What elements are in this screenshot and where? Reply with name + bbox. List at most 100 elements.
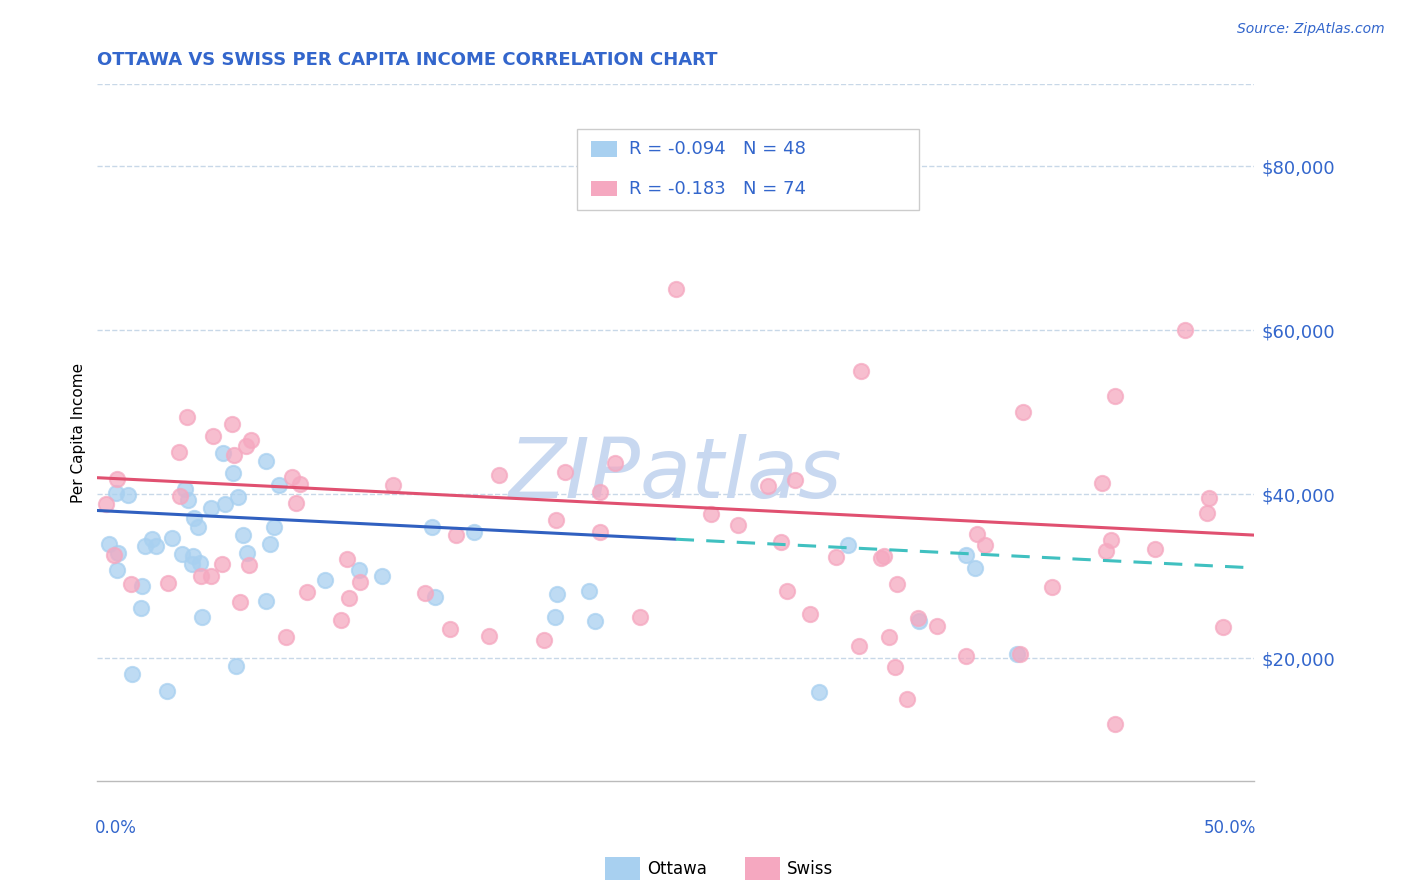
Point bbox=[444, 528, 467, 542]
Point bbox=[886, 576, 908, 591]
Point bbox=[955, 649, 977, 664]
Point bbox=[583, 615, 606, 629]
Point bbox=[236, 546, 259, 560]
Point bbox=[239, 434, 262, 448]
Point bbox=[94, 497, 117, 511]
Point bbox=[883, 659, 905, 673]
Text: 0.0%: 0.0% bbox=[96, 820, 136, 838]
Point bbox=[201, 429, 224, 443]
Text: R = -0.183   N = 74: R = -0.183 N = 74 bbox=[630, 179, 807, 198]
Point bbox=[1005, 647, 1028, 661]
Point bbox=[925, 619, 948, 633]
Text: R = -0.094   N = 48: R = -0.094 N = 48 bbox=[630, 140, 806, 158]
Point bbox=[544, 610, 567, 624]
Point bbox=[589, 524, 612, 539]
Point bbox=[263, 520, 285, 534]
Point bbox=[105, 486, 128, 500]
Point bbox=[727, 517, 749, 532]
Point bbox=[337, 591, 360, 606]
Point bbox=[1011, 405, 1033, 419]
Point bbox=[107, 546, 129, 560]
Point bbox=[907, 614, 929, 628]
Point bbox=[974, 538, 997, 552]
Point bbox=[160, 531, 183, 545]
Point bbox=[1091, 475, 1114, 490]
Point bbox=[183, 511, 205, 525]
Point bbox=[776, 583, 799, 598]
FancyBboxPatch shape bbox=[578, 129, 918, 210]
Point bbox=[131, 579, 153, 593]
Point bbox=[554, 465, 576, 479]
Point bbox=[425, 591, 447, 605]
Point bbox=[190, 568, 212, 582]
Point bbox=[382, 478, 405, 492]
Point bbox=[955, 549, 977, 563]
Point bbox=[117, 488, 139, 502]
Point bbox=[222, 466, 245, 480]
Point bbox=[1104, 716, 1126, 731]
Point bbox=[141, 532, 163, 546]
Point bbox=[200, 500, 222, 515]
Point bbox=[314, 574, 336, 588]
Point bbox=[422, 520, 444, 534]
Point bbox=[879, 631, 901, 645]
Point bbox=[176, 492, 198, 507]
Point bbox=[628, 610, 651, 624]
Point bbox=[267, 477, 290, 491]
Point bbox=[254, 594, 277, 608]
Point bbox=[1143, 542, 1166, 557]
Point bbox=[966, 527, 988, 541]
Point bbox=[1174, 323, 1197, 337]
Text: Ottawa: Ottawa bbox=[647, 860, 707, 878]
Point bbox=[478, 629, 501, 643]
Point bbox=[769, 535, 792, 549]
Point bbox=[288, 477, 311, 491]
Point bbox=[229, 595, 252, 609]
Point bbox=[176, 409, 198, 424]
Point bbox=[222, 448, 245, 462]
Point bbox=[1195, 507, 1218, 521]
Point bbox=[188, 556, 211, 570]
Point bbox=[869, 550, 891, 565]
Point bbox=[371, 568, 394, 582]
Point bbox=[183, 549, 205, 564]
Text: ZIPatlas: ZIPatlas bbox=[509, 434, 842, 515]
Point bbox=[665, 282, 688, 296]
Point bbox=[589, 484, 612, 499]
Point bbox=[212, 445, 235, 459]
Point bbox=[1010, 647, 1032, 661]
Point bbox=[710, 192, 733, 206]
Y-axis label: Per Capita Income: Per Capita Income bbox=[72, 362, 86, 503]
Point bbox=[129, 601, 152, 615]
Point bbox=[180, 557, 202, 571]
Point bbox=[963, 561, 986, 575]
Point bbox=[349, 574, 371, 589]
Point bbox=[808, 685, 831, 699]
Point bbox=[546, 513, 568, 527]
Point bbox=[578, 584, 600, 599]
Text: 50.0%: 50.0% bbox=[1204, 820, 1257, 838]
Point bbox=[156, 684, 179, 698]
Point bbox=[330, 613, 353, 627]
Point bbox=[799, 607, 821, 621]
Point bbox=[221, 417, 243, 431]
Point bbox=[105, 472, 128, 486]
Point bbox=[238, 558, 260, 572]
Point bbox=[907, 611, 929, 625]
Point bbox=[235, 439, 257, 453]
Point bbox=[254, 454, 277, 468]
Point bbox=[533, 632, 555, 647]
Point bbox=[225, 659, 247, 673]
Point bbox=[824, 550, 846, 565]
Point bbox=[169, 489, 191, 503]
Point bbox=[488, 467, 510, 482]
Point bbox=[103, 548, 125, 562]
Point bbox=[896, 692, 918, 706]
Point bbox=[297, 584, 319, 599]
Point bbox=[413, 585, 436, 599]
Point bbox=[173, 483, 195, 497]
Point bbox=[172, 547, 194, 561]
Point bbox=[259, 537, 281, 551]
Point bbox=[1104, 389, 1126, 403]
Point bbox=[439, 622, 461, 636]
